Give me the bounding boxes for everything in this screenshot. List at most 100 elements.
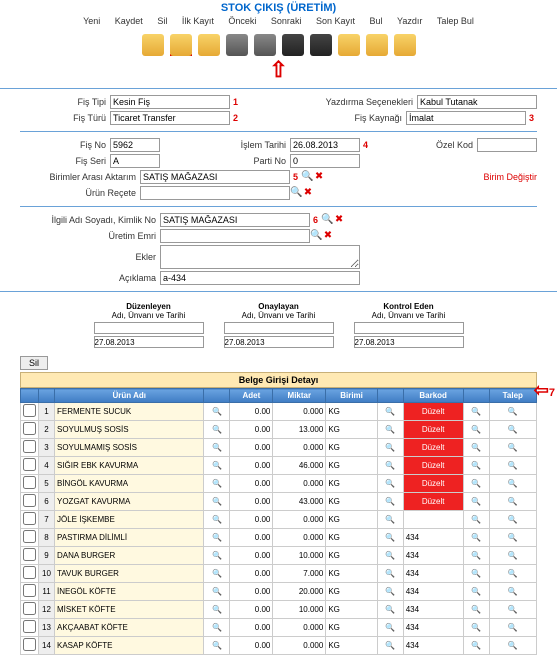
search-icon[interactable]: 🔍 <box>321 214 333 226</box>
search-icon[interactable]: 🔍 <box>204 493 230 511</box>
row-barkod[interactable]: Düzelt <box>403 493 463 511</box>
row-miktar[interactable]: 7.000 <box>273 565 326 583</box>
sig-kon-date[interactable] <box>354 336 464 348</box>
search-icon[interactable]: 🔍 <box>463 565 489 583</box>
menu-yazdir[interactable]: Yazdır <box>397 16 422 26</box>
fld-ilgili[interactable] <box>160 213 310 227</box>
row-adet[interactable]: 0.00 <box>230 475 273 493</box>
search-icon[interactable]: 🔍 <box>204 439 230 457</box>
fld-urunrecete[interactable] <box>140 186 290 200</box>
row-check[interactable] <box>21 601 39 619</box>
search-icon[interactable]: 🔍 <box>377 511 403 529</box>
row-barkod[interactable]: 434 <box>403 583 463 601</box>
last-icon[interactable] <box>310 34 332 56</box>
row-miktar[interactable]: 0.000 <box>273 637 326 655</box>
search-icon[interactable]: 🔍 <box>463 457 489 475</box>
row-adet[interactable]: 0.00 <box>230 547 273 565</box>
fld-fisno[interactable] <box>110 138 160 152</box>
row-barkod[interactable]: 434 <box>403 565 463 583</box>
menu-ilk[interactable]: İlk Kayıt <box>182 16 214 26</box>
row-adet[interactable]: 0.00 <box>230 493 273 511</box>
search-icon[interactable]: 🔍 <box>204 583 230 601</box>
row-miktar[interactable]: 10.000 <box>273 601 326 619</box>
row-talep[interactable]: 🔍 <box>489 565 536 583</box>
row-barkod[interactable]: 434 <box>403 601 463 619</box>
menu-sonraki[interactable]: Sonraki <box>271 16 302 26</box>
search-icon[interactable]: 🔍 <box>290 187 302 199</box>
row-miktar[interactable]: 20.000 <box>273 583 326 601</box>
clear-icon[interactable]: ✖ <box>333 214 345 226</box>
row-talep[interactable]: 🔍 <box>489 529 536 547</box>
row-adet[interactable]: 0.00 <box>230 403 273 421</box>
search-icon[interactable]: 🔍 <box>463 583 489 601</box>
row-check[interactable] <box>21 583 39 601</box>
row-miktar[interactable]: 0.000 <box>273 439 326 457</box>
search-icon[interactable]: 🔍 <box>463 619 489 637</box>
row-check[interactable] <box>21 493 39 511</box>
row-adet[interactable]: 0.00 <box>230 457 273 475</box>
row-check[interactable] <box>21 547 39 565</box>
row-miktar[interactable]: 0.000 <box>273 619 326 637</box>
row-check[interactable] <box>21 637 39 655</box>
row-talep[interactable]: 🔍 <box>489 493 536 511</box>
search-icon[interactable]: 🔍 <box>463 637 489 655</box>
row-check[interactable] <box>21 619 39 637</box>
search-icon[interactable]: 🔍 <box>463 511 489 529</box>
row-check[interactable] <box>21 457 39 475</box>
menu-sil[interactable]: Sil <box>157 16 167 26</box>
search-icon[interactable]: 🔍 <box>204 511 230 529</box>
search-icon[interactable]: 🔍 <box>377 565 403 583</box>
menu-kaydet[interactable]: Kaydet <box>115 16 143 26</box>
row-adet[interactable]: 0.00 <box>230 421 273 439</box>
fld-ekler[interactable] <box>160 245 360 269</box>
search-icon[interactable]: 🔍 <box>377 601 403 619</box>
search-icon[interactable]: 🔍 <box>377 439 403 457</box>
row-barkod[interactable]: Düzelt <box>403 403 463 421</box>
fld-aciklama[interactable] <box>160 271 360 285</box>
search-icon[interactable]: 🔍 <box>377 529 403 547</box>
row-barkod[interactable]: Düzelt <box>403 421 463 439</box>
row-miktar[interactable]: 10.000 <box>273 547 326 565</box>
row-check[interactable] <box>21 421 39 439</box>
search-icon[interactable]: 🔍 <box>463 529 489 547</box>
row-adet[interactable]: 0.00 <box>230 601 273 619</box>
row-barkod[interactable]: 434 <box>403 619 463 637</box>
row-check[interactable] <box>21 439 39 457</box>
sil-button[interactable]: Sil <box>20 356 48 370</box>
row-miktar[interactable]: 0.000 <box>273 511 326 529</box>
sig-ona-name[interactable] <box>224 322 334 334</box>
search-icon[interactable]: 🔍 <box>463 403 489 421</box>
row-check[interactable] <box>21 565 39 583</box>
fld-uretimemri[interactable] <box>160 229 310 243</box>
row-talep[interactable]: 🔍 <box>489 511 536 529</box>
search-icon[interactable]: 🔍 <box>204 421 230 439</box>
search-icon[interactable]: 🔍 <box>463 421 489 439</box>
next-icon[interactable] <box>282 34 304 56</box>
row-talep[interactable]: 🔍 <box>489 637 536 655</box>
row-barkod[interactable]: 434 <box>403 637 463 655</box>
birim-degistir-link[interactable]: Birim Değiştir <box>483 172 537 182</box>
search-icon[interactable]: 🔍 <box>204 529 230 547</box>
row-check[interactable] <box>21 403 39 421</box>
menu-bul[interactable]: Bul <box>370 16 383 26</box>
row-talep[interactable]: 🔍 <box>489 475 536 493</box>
row-adet[interactable]: 0.00 <box>230 637 273 655</box>
row-miktar[interactable]: 0.000 <box>273 403 326 421</box>
row-talep[interactable]: 🔍 <box>489 583 536 601</box>
search-icon[interactable]: 🔍 <box>204 619 230 637</box>
row-barkod[interactable]: Düzelt <box>403 457 463 475</box>
fld-partino[interactable] <box>290 154 360 168</box>
row-barkod[interactable]: 434 <box>403 547 463 565</box>
clear-icon[interactable]: ✖ <box>313 171 325 183</box>
row-adet[interactable]: 0.00 <box>230 511 273 529</box>
search-icon[interactable]: 🔍 <box>377 637 403 655</box>
search-icon[interactable]: 🔍 <box>204 601 230 619</box>
row-miktar[interactable]: 43.000 <box>273 493 326 511</box>
row-adet[interactable]: 0.00 <box>230 619 273 637</box>
search-icon[interactable]: 🔍 <box>377 457 403 475</box>
fld-fisseri[interactable] <box>110 154 160 168</box>
row-barkod[interactable]: Düzelt <box>403 475 463 493</box>
search-icon[interactable]: 🔍 <box>377 403 403 421</box>
row-miktar[interactable]: 0.000 <box>273 475 326 493</box>
search-icon[interactable]: 🔍 <box>204 457 230 475</box>
